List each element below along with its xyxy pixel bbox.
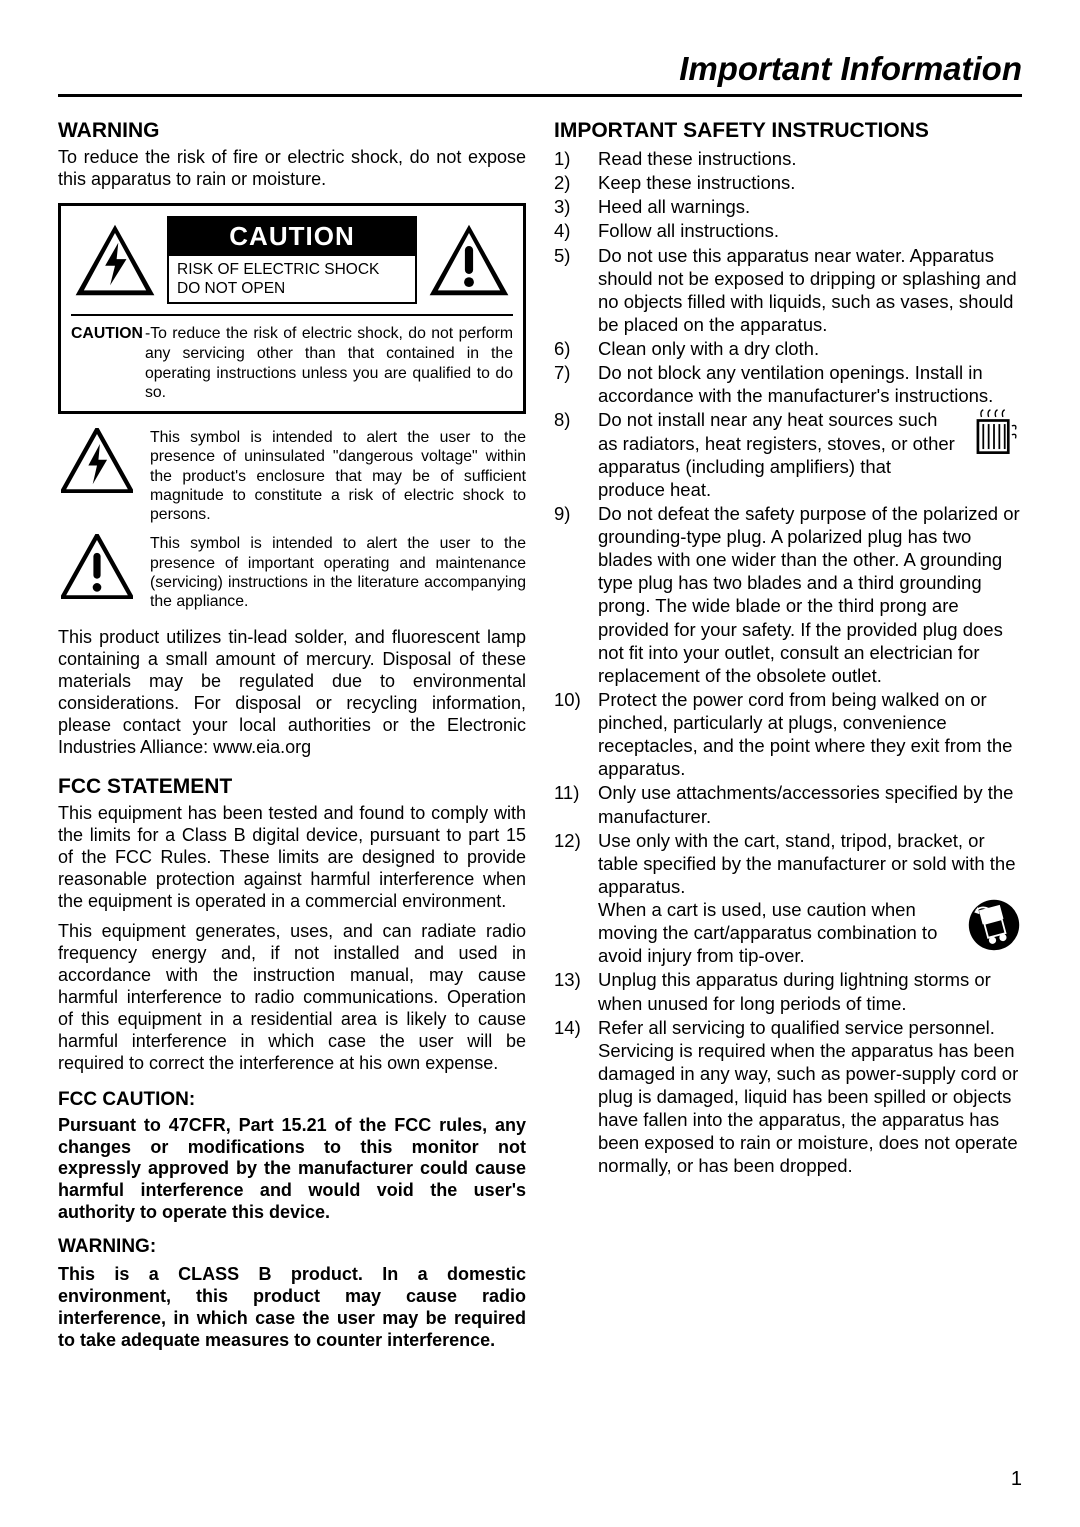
safety-item: Do not block any ventilation openings. I… (554, 361, 1022, 407)
safety-item: Unplug this apparatus during lightning s… (554, 968, 1022, 1014)
page-title: Important Information (58, 50, 1022, 97)
symbol-excl-row: This symbol is intended to alert the use… (58, 534, 526, 611)
heater-icon (966, 408, 1022, 458)
caution-center: CAUTION RISK OF ELECTRIC SHOCK DO NOT OP… (167, 216, 417, 304)
fcc-caution-heading: FCC CAUTION: (58, 1089, 526, 1111)
safety-list: Read these instructions. Keep these inst… (554, 147, 1022, 1178)
caution-body: -To reduce the risk of electric shock, d… (145, 324, 513, 403)
right-column: IMPORTANT SAFETY INSTRUCTIONS Read these… (554, 119, 1022, 1352)
safety-heading: IMPORTANT SAFETY INSTRUCTIONS (554, 119, 1022, 143)
caution-subtitle: RISK OF ELECTRIC SHOCK DO NOT OPEN (169, 256, 415, 302)
warning-heading: WARNING (58, 119, 526, 143)
environmental-paragraph: This product utilizes tin-lead solder, a… (58, 627, 526, 759)
safety-item: Use only with the cart, stand, tripod, b… (554, 829, 1022, 968)
safety-item: Do not install near any heat sources suc… (554, 408, 1022, 501)
safety-item-cart-text: When a cart is used, use caution when mo… (598, 898, 958, 967)
safety-item: Refer all servicing to qualified service… (554, 1016, 1022, 1178)
page-number: 1 (1011, 1468, 1022, 1491)
safety-item: Clean only with a dry cloth. (554, 337, 1022, 360)
symbol-bolt-row: This symbol is intended to alert the use… (58, 428, 526, 524)
safety-item: Protect the power cord from being walked… (554, 688, 1022, 781)
warning2-heading: WARNING: (58, 1236, 526, 1258)
cart-tip-icon (966, 898, 1022, 952)
safety-item: Do not use this apparatus near water. Ap… (554, 244, 1022, 337)
fcc-caution-paragraph: Pursuant to 47CFR, Part 15.21 of the FCC… (58, 1115, 526, 1225)
safety-item: Do not defeat the safety purpose of the … (554, 502, 1022, 687)
caution-bottom-text: CAUTION -To reduce the risk of electric … (71, 324, 513, 403)
safety-item: Only use attachments/accessories specifi… (554, 781, 1022, 827)
caution-top-row: CAUTION RISK OF ELECTRIC SHOCK DO NOT OP… (71, 216, 513, 316)
safety-item: Read these instructions. (554, 147, 1022, 170)
shock-triangle-icon (71, 216, 159, 304)
caution-risk-line1: RISK OF ELECTRIC SHOCK (177, 261, 379, 278)
safety-item: Heed all warnings. (554, 195, 1022, 218)
excl-triangle-icon (58, 534, 136, 611)
caution-title: CAUTION (169, 218, 415, 256)
safety-item: Follow all instructions. (554, 219, 1022, 242)
fcc-heading: FCC STATEMENT (58, 775, 526, 799)
fcc-paragraph-2: This equipment generates, uses, and can … (58, 921, 526, 1075)
left-column: WARNING To reduce the risk of fire or el… (58, 119, 526, 1352)
bolt-triangle-icon (58, 428, 136, 524)
warning2-paragraph: This is a CLASS B product. In a domestic… (58, 1264, 526, 1352)
two-column-layout: WARNING To reduce the risk of fire or el… (58, 119, 1022, 1352)
caution-label: CAUTION (71, 324, 145, 403)
warning-paragraph: To reduce the risk of fire or electric s… (58, 147, 526, 191)
caution-risk-line2: DO NOT OPEN (177, 280, 285, 297)
symbol-bolt-text: This symbol is intended to alert the use… (150, 428, 526, 524)
symbol-excl-text: This symbol is intended to alert the use… (150, 534, 526, 611)
exclamation-triangle-icon (425, 216, 513, 304)
fcc-paragraph-1: This equipment has been tested and found… (58, 803, 526, 913)
safety-item: Keep these instructions. (554, 171, 1022, 194)
safety-item-text: Use only with the cart, stand, tripod, b… (598, 829, 1022, 898)
caution-box: CAUTION RISK OF ELECTRIC SHOCK DO NOT OP… (58, 203, 526, 414)
safety-item-text: Do not install near any heat sources suc… (598, 408, 958, 501)
